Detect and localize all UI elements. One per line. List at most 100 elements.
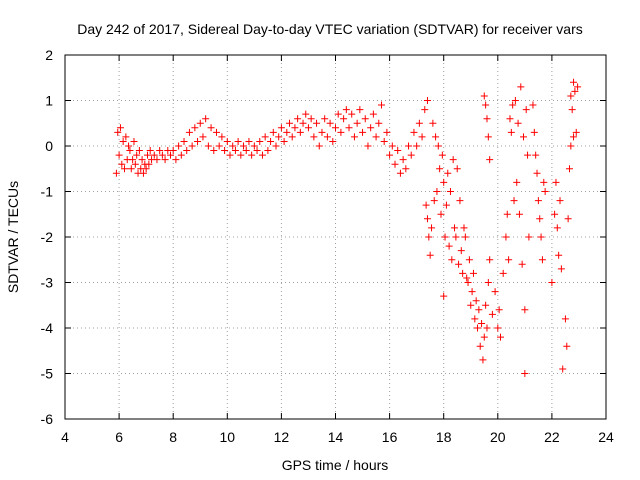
data-point	[572, 128, 580, 136]
data-point	[511, 97, 519, 104]
data-point	[514, 119, 522, 127]
data-point	[515, 210, 523, 218]
data-point	[537, 233, 545, 241]
y-tick-label: -2	[41, 229, 54, 245]
data-point	[471, 315, 479, 323]
data-point	[283, 128, 291, 136]
data-point	[532, 151, 540, 159]
data-point	[467, 301, 475, 309]
data-point	[234, 137, 242, 145]
data-point	[534, 197, 542, 205]
data-point	[425, 233, 433, 241]
data-point	[568, 106, 576, 114]
data-point	[144, 151, 152, 159]
data-point	[399, 156, 407, 164]
data-point	[183, 147, 191, 155]
data-point	[237, 151, 245, 159]
x-tick-label: 16	[382, 429, 398, 445]
x-tick-label: 12	[274, 429, 290, 445]
data-point	[455, 260, 463, 268]
y-tick-label: -1	[41, 184, 54, 200]
data-point	[150, 151, 158, 159]
data-point	[264, 147, 272, 155]
data-point	[191, 124, 199, 132]
data-point	[444, 169, 452, 177]
data-point	[315, 142, 323, 150]
y-tick-label: -3	[41, 275, 54, 291]
data-point	[323, 133, 331, 141]
data-point	[118, 160, 126, 168]
data-point	[116, 124, 124, 132]
x-tick-label: 6	[115, 429, 123, 445]
data-point	[394, 147, 402, 155]
data-point	[240, 142, 248, 150]
y-tick-label: -5	[41, 366, 54, 382]
data-point	[482, 301, 490, 309]
data-point	[194, 137, 202, 145]
data-point	[345, 124, 353, 132]
data-point	[175, 142, 183, 150]
data-point	[474, 324, 482, 332]
data-point	[551, 210, 559, 218]
data-point	[513, 178, 521, 186]
data-point	[177, 151, 185, 159]
data-point	[342, 106, 350, 114]
data-point	[156, 147, 164, 155]
data-point	[369, 110, 377, 118]
data-point	[482, 101, 490, 109]
data-point	[437, 210, 445, 218]
data-point	[530, 128, 538, 136]
data-point	[563, 342, 571, 350]
data-point	[212, 128, 220, 136]
data-point	[557, 265, 565, 273]
data-point	[519, 133, 527, 141]
data-point	[388, 142, 396, 150]
data-point	[505, 256, 513, 264]
data-point	[449, 156, 457, 164]
data-point	[517, 83, 525, 91]
data-point	[172, 156, 180, 164]
x-tick-labels: 4 6 8 10 12 14 16 18 20 22 24	[61, 429, 614, 445]
data-point	[204, 142, 212, 150]
data-point	[340, 115, 348, 123]
data-point	[256, 137, 264, 145]
data-point	[415, 119, 423, 127]
data-point	[567, 92, 575, 100]
data-point	[445, 242, 453, 250]
data-point	[472, 297, 480, 305]
data-point	[518, 260, 526, 268]
data-point	[226, 151, 234, 159]
data-point	[386, 151, 394, 159]
data-point	[229, 142, 237, 150]
y-tick-labels: 2 1 0 -1 -2 -3 -4 -5 -6	[41, 47, 54, 427]
data-point	[451, 224, 459, 232]
data-point	[377, 101, 385, 109]
data-point	[114, 128, 122, 136]
data-point	[207, 124, 215, 132]
data-point	[267, 137, 275, 145]
data-point	[476, 342, 484, 350]
data-point	[122, 133, 130, 141]
data-point	[494, 324, 502, 332]
data-point	[146, 147, 154, 155]
x-tick-label: 14	[328, 429, 344, 445]
data-point	[430, 197, 438, 205]
data-point	[126, 147, 134, 155]
data-point	[421, 106, 429, 114]
data-point	[503, 210, 511, 218]
data-point	[185, 128, 193, 136]
x-tick-label: 20	[490, 429, 506, 445]
data-point	[441, 233, 449, 241]
data-point	[434, 142, 442, 150]
data-point	[548, 279, 556, 286]
data-point	[570, 133, 578, 141]
data-point	[127, 165, 135, 173]
data-point	[391, 160, 399, 168]
data-point	[131, 160, 139, 168]
data-point	[524, 151, 532, 159]
data-point	[438, 151, 446, 159]
data-point	[574, 83, 582, 91]
data-point	[231, 147, 239, 155]
data-point	[272, 142, 280, 150]
data-point	[464, 279, 472, 286]
